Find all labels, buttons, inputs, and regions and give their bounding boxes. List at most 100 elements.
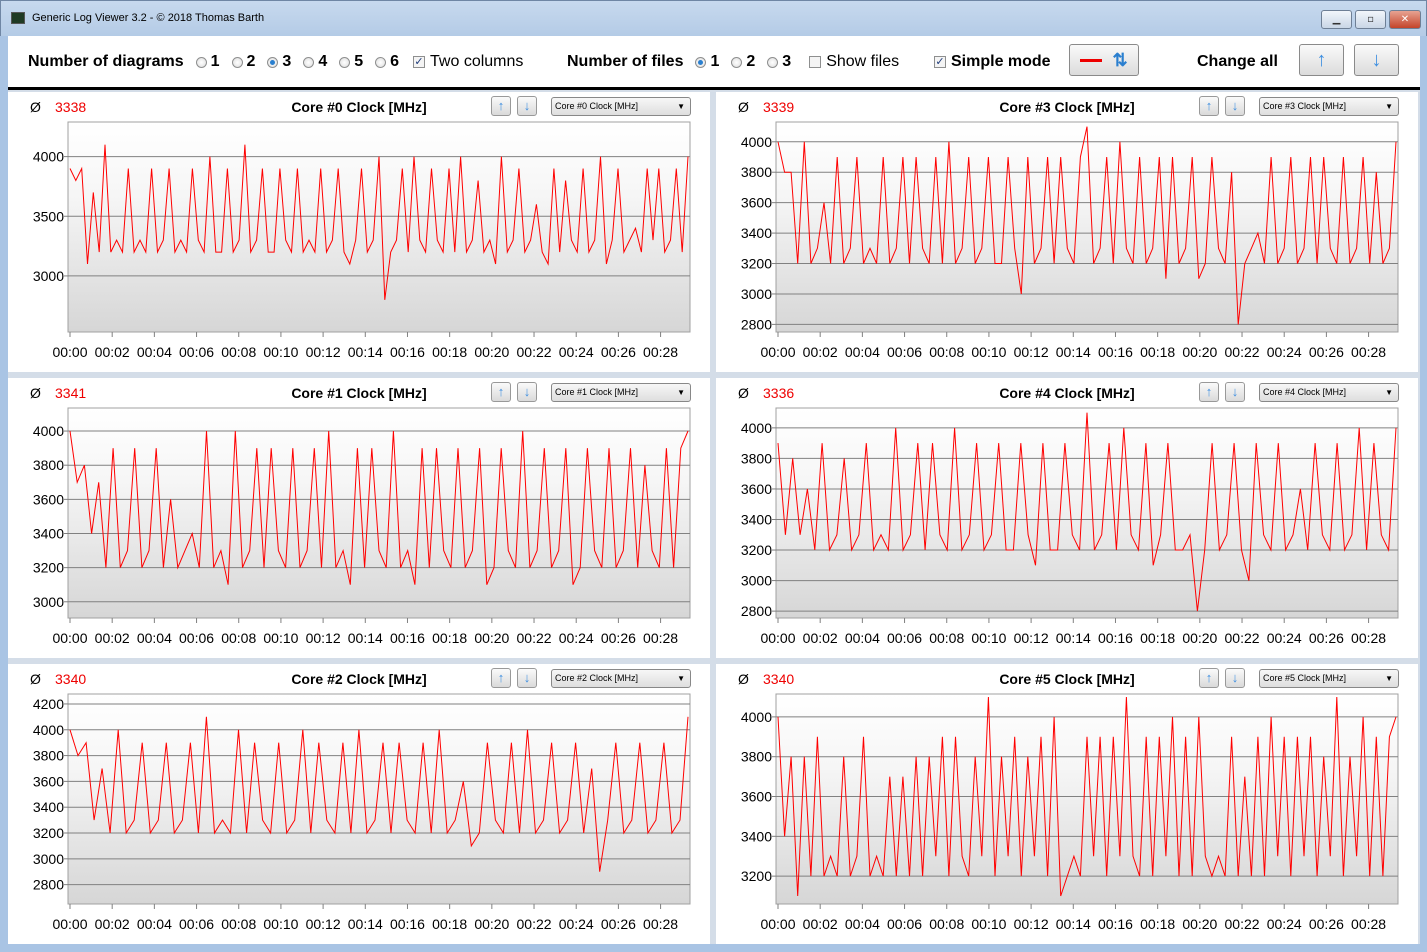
channel-dropdown[interactable]: Core #0 Clock [MHz] ▼ — [551, 97, 691, 116]
y-tick-label: 3000 — [741, 573, 772, 589]
x-tick-label: 00:28 — [1351, 916, 1386, 932]
diagrams-radio-1[interactable] — [195, 56, 207, 68]
move-up-button[interactable]: ↑ — [1199, 96, 1219, 116]
x-tick-label: 00:20 — [474, 344, 509, 360]
move-up-button[interactable]: ↑ — [1199, 382, 1219, 402]
files-radio-1[interactable] — [695, 56, 707, 68]
x-tick-label: 00:08 — [221, 630, 256, 646]
x-tick-label: 00:26 — [1309, 630, 1344, 646]
series-line — [777, 696, 1397, 897]
x-tick-label: 00:12 — [1014, 344, 1049, 360]
chevron-down-icon: ▼ — [1385, 674, 1393, 683]
x-tick-label: 00:12 — [306, 630, 341, 646]
minimize-button[interactable]: ▁ — [1321, 10, 1352, 29]
two-columns-checkbox[interactable]: ✓ — [413, 56, 426, 68]
x-tick-label: 00:18 — [1140, 344, 1175, 360]
arrow-up-icon: ↑ — [497, 384, 505, 399]
move-up-button[interactable]: ↑ — [491, 382, 511, 402]
app-icon — [11, 12, 25, 24]
x-tick-label: 00:08 — [929, 916, 964, 932]
x-tick-label: 00:10 — [971, 630, 1006, 646]
plot-area — [775, 693, 1399, 905]
y-tick-label: 4000 — [33, 149, 64, 165]
x-tick-label: 00:16 — [390, 916, 425, 932]
show-files-label: Show files — [826, 53, 900, 70]
x-tick-label: 00:18 — [1140, 630, 1175, 646]
x-tick-label: 00:18 — [432, 630, 467, 646]
x-tick-label: 00:26 — [601, 344, 636, 360]
move-up-button[interactable]: ↑ — [1199, 668, 1219, 688]
x-tick-label: 00:14 — [1056, 916, 1091, 932]
x-tick-label: 00:16 — [390, 344, 425, 360]
average-symbol: Ø — [30, 385, 41, 401]
diagrams-radio-6[interactable] — [375, 56, 387, 68]
move-down-button[interactable]: ↓ — [1225, 382, 1245, 402]
files-radio-3[interactable] — [767, 56, 779, 68]
x-tick-label: 00:22 — [517, 630, 552, 646]
channel-dropdown[interactable]: Core #5 Clock [MHz] ▼ — [1259, 669, 1399, 688]
x-tick-label: 00:26 — [601, 916, 636, 932]
move-down-button[interactable]: ↓ — [517, 382, 537, 402]
move-down-button[interactable]: ↓ — [1225, 96, 1245, 116]
x-tick-label: 00:18 — [432, 344, 467, 360]
move-up-button[interactable]: ↑ — [491, 668, 511, 688]
channel-dropdown[interactable]: Core #2 Clock [MHz] ▼ — [551, 669, 691, 688]
plot-area — [67, 407, 691, 619]
line-chart: 2800 3000 3200 3400 3600 3800 4000 4200 00:00 00:… — [33, 693, 691, 932]
y-tick-label: 3800 — [33, 457, 64, 473]
move-all-up-button[interactable]: ↑ — [1299, 44, 1344, 76]
y-tick-label: 3200 — [741, 542, 772, 558]
y-tick-label: 3600 — [741, 789, 772, 805]
diagrams-radio-label: 3 — [282, 53, 292, 70]
x-tick-label: 00:04 — [845, 630, 880, 646]
y-tick-label: 3800 — [33, 748, 64, 764]
simple-mode-checkbox[interactable]: ✓ — [934, 56, 946, 68]
diagrams-radio-3[interactable] — [267, 56, 279, 68]
x-tick-label: 00:14 — [348, 916, 383, 932]
x-tick-label: 00:02 — [803, 344, 838, 360]
average-value: 3341 — [55, 385, 87, 401]
arrow-down-icon: ↓ — [523, 670, 531, 685]
arrow-down-icon: ↓ — [523, 98, 531, 113]
show-files-checkbox[interactable] — [809, 56, 822, 68]
x-tick-label: 00:02 — [95, 344, 130, 360]
files-radio-2[interactable] — [731, 56, 743, 68]
red-line-icon — [1080, 58, 1103, 62]
close-button[interactable]: ✕ — [1389, 10, 1421, 29]
move-up-button[interactable]: ↑ — [491, 96, 511, 116]
channel-dropdown[interactable]: Core #1 Clock [MHz] ▼ — [551, 383, 691, 402]
plot-area — [775, 121, 1399, 333]
x-tick-label: 00:12 — [306, 344, 341, 360]
chevron-down-icon: ▼ — [677, 674, 685, 683]
plot-area — [775, 407, 1399, 619]
diagram-panel: Ø 3339 Core #3 Clock [MHz] ↑ ↓ Core #3 C… — [716, 92, 1418, 372]
line-chart: 2800 3000 3200 3400 3600 3800 4000 00:00 00:02 00… — [741, 407, 1399, 646]
move-all-down-button[interactable]: ↓ — [1354, 44, 1399, 76]
diagram-panel: Ø 3336 Core #4 Clock [MHz] ↑ ↓ Core #4 C… — [716, 378, 1418, 658]
chevron-down-icon: ▼ — [677, 102, 685, 111]
move-down-button[interactable]: ↓ — [1225, 668, 1245, 688]
diagram-panel: Ø 3340 Core #2 Clock [MHz] ↑ ↓ Core #2 C… — [8, 664, 710, 944]
line-color-refresh-button[interactable]: ⇅ — [1069, 44, 1139, 76]
y-tick-label: 4000 — [741, 134, 772, 150]
move-down-button[interactable]: ↓ — [517, 668, 537, 688]
x-tick-label: 00:02 — [803, 916, 838, 932]
channel-dropdown[interactable]: Core #4 Clock [MHz] ▼ — [1259, 383, 1399, 402]
diagrams-radio-2[interactable] — [231, 56, 243, 68]
x-tick-label: 00:22 — [1225, 344, 1260, 360]
simple-mode-group: ✓ Simple mode — [934, 53, 1051, 71]
y-tick-label: 3000 — [33, 851, 64, 867]
diagrams-radio-4[interactable] — [303, 56, 315, 68]
channel-dropdown[interactable]: Core #3 Clock [MHz] ▼ — [1259, 97, 1399, 116]
move-down-button[interactable]: ↓ — [517, 96, 537, 116]
x-tick-label: 00:26 — [1309, 916, 1344, 932]
x-tick-label: 00:04 — [845, 344, 880, 360]
diagram-panel: Ø 3341 Core #1 Clock [MHz] ↑ ↓ Core #1 C… — [8, 378, 710, 658]
maximize-button[interactable]: ▫ — [1355, 10, 1386, 29]
y-tick-label: 3200 — [33, 560, 64, 576]
diagrams-radio-5[interactable] — [339, 56, 351, 68]
average-symbol: Ø — [738, 671, 749, 687]
arrow-up-icon: ↑ — [1316, 48, 1327, 71]
